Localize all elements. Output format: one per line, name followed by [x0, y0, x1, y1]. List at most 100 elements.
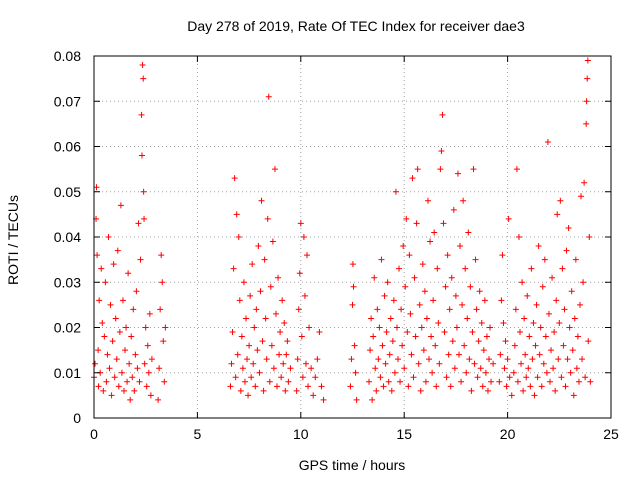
y-tick-label: 0.08: [54, 48, 81, 64]
data-point: [400, 243, 407, 250]
data-point: [106, 365, 113, 372]
data-point: [125, 270, 132, 277]
data-point: [113, 356, 120, 363]
data-point: [250, 360, 257, 367]
data-point: [522, 351, 529, 358]
y-tick-label: 0: [73, 410, 81, 426]
data-point: [287, 365, 294, 372]
data-point: [533, 301, 540, 308]
data-point: [379, 342, 386, 349]
data-point: [510, 369, 517, 376]
data-point: [130, 306, 137, 313]
data-point: [314, 356, 321, 363]
data-point: [265, 93, 272, 100]
data-point: [501, 365, 508, 372]
plot-frame: [93, 55, 612, 419]
data-point: [230, 265, 237, 272]
data-point: [161, 378, 168, 385]
data-point: [280, 360, 287, 367]
data-point: [318, 383, 325, 390]
data-point: [564, 356, 571, 363]
data-point: [579, 356, 586, 363]
data-point: [249, 261, 256, 268]
data-point: [418, 324, 425, 331]
data-point: [556, 319, 563, 326]
data-point: [254, 347, 261, 354]
data-point: [498, 297, 505, 304]
data-point: [376, 324, 383, 331]
data-point: [397, 378, 404, 385]
data-point: [296, 270, 303, 277]
data-point: [348, 356, 355, 363]
data-point: [518, 360, 525, 367]
data-point: [439, 111, 446, 118]
data-point: [540, 360, 547, 367]
data-point: [282, 387, 289, 394]
data-point: [523, 374, 530, 381]
data-point: [422, 378, 429, 385]
data-point: [488, 378, 495, 385]
data-point: [300, 234, 307, 240]
data-point: [374, 306, 381, 313]
data-point: [98, 265, 105, 272]
data-point: [405, 383, 412, 390]
data-point: [502, 338, 509, 345]
data-point: [257, 288, 264, 295]
data-point: [583, 120, 590, 127]
data-point: [467, 283, 474, 290]
data-point: [99, 319, 106, 326]
data-point: [463, 369, 470, 376]
data-point: [483, 333, 490, 340]
data-point: [566, 324, 573, 331]
data-point: [559, 265, 566, 272]
data-point: [560, 342, 567, 349]
data-point: [469, 329, 476, 336]
data-point: [261, 256, 268, 263]
data-point: [534, 374, 541, 381]
data-point: [432, 342, 439, 349]
data-point: [543, 369, 550, 376]
data-point: [436, 360, 443, 367]
data-point: [143, 383, 150, 390]
data-point: [297, 220, 304, 227]
data-point: [246, 342, 253, 349]
data-point: [353, 396, 360, 403]
data-point: [244, 356, 251, 363]
data-point: [381, 292, 388, 299]
data-point: [387, 315, 394, 322]
data-point: [380, 383, 387, 390]
data-point: [449, 338, 456, 345]
data-point: [519, 279, 526, 286]
data-point: [233, 211, 240, 218]
data-point: [475, 338, 482, 345]
data-point: [434, 265, 441, 272]
data-point: [424, 197, 431, 204]
data-point: [423, 315, 430, 322]
data-point: [279, 297, 286, 304]
data-point: [101, 333, 108, 340]
data-point: [140, 75, 147, 82]
data-point: [157, 306, 164, 313]
data-point: [299, 374, 306, 381]
data-point: [512, 306, 519, 313]
data-point: [415, 360, 422, 367]
data-point: [538, 383, 545, 390]
data-point: [240, 279, 247, 286]
data-point: [552, 387, 559, 394]
data-point: [145, 369, 152, 376]
data-point: [245, 392, 252, 399]
data-point: [247, 292, 254, 299]
data-point: [450, 206, 457, 213]
data-point: [141, 215, 148, 222]
data-point: [426, 356, 433, 363]
data-point: [131, 387, 138, 394]
data-point: [92, 360, 99, 367]
data-point: [117, 202, 124, 209]
data-point: [504, 356, 511, 363]
data-point: [234, 351, 241, 358]
data-point: [481, 297, 488, 304]
data-point: [308, 365, 315, 372]
data-point: [135, 220, 142, 227]
data-point: [584, 75, 591, 82]
